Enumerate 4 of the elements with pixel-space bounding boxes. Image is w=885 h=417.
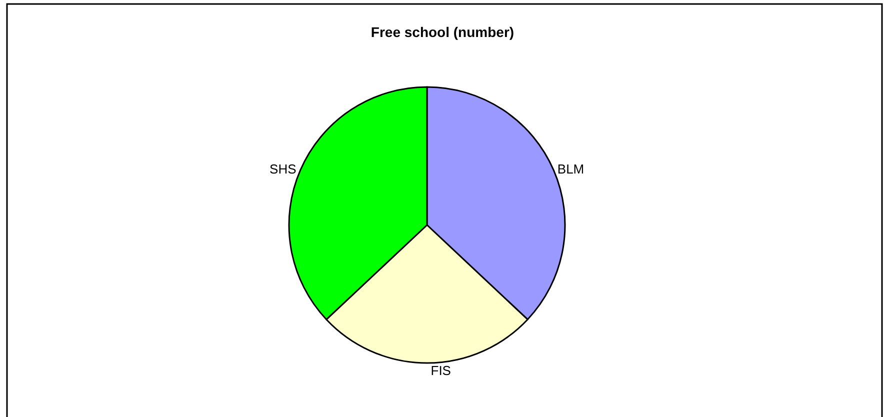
slice-label: FIS bbox=[430, 363, 452, 378]
slice-label: SHS bbox=[270, 162, 297, 177]
slice-label: BLM bbox=[557, 162, 584, 177]
chart-title: Free school (number) bbox=[370, 24, 514, 40]
